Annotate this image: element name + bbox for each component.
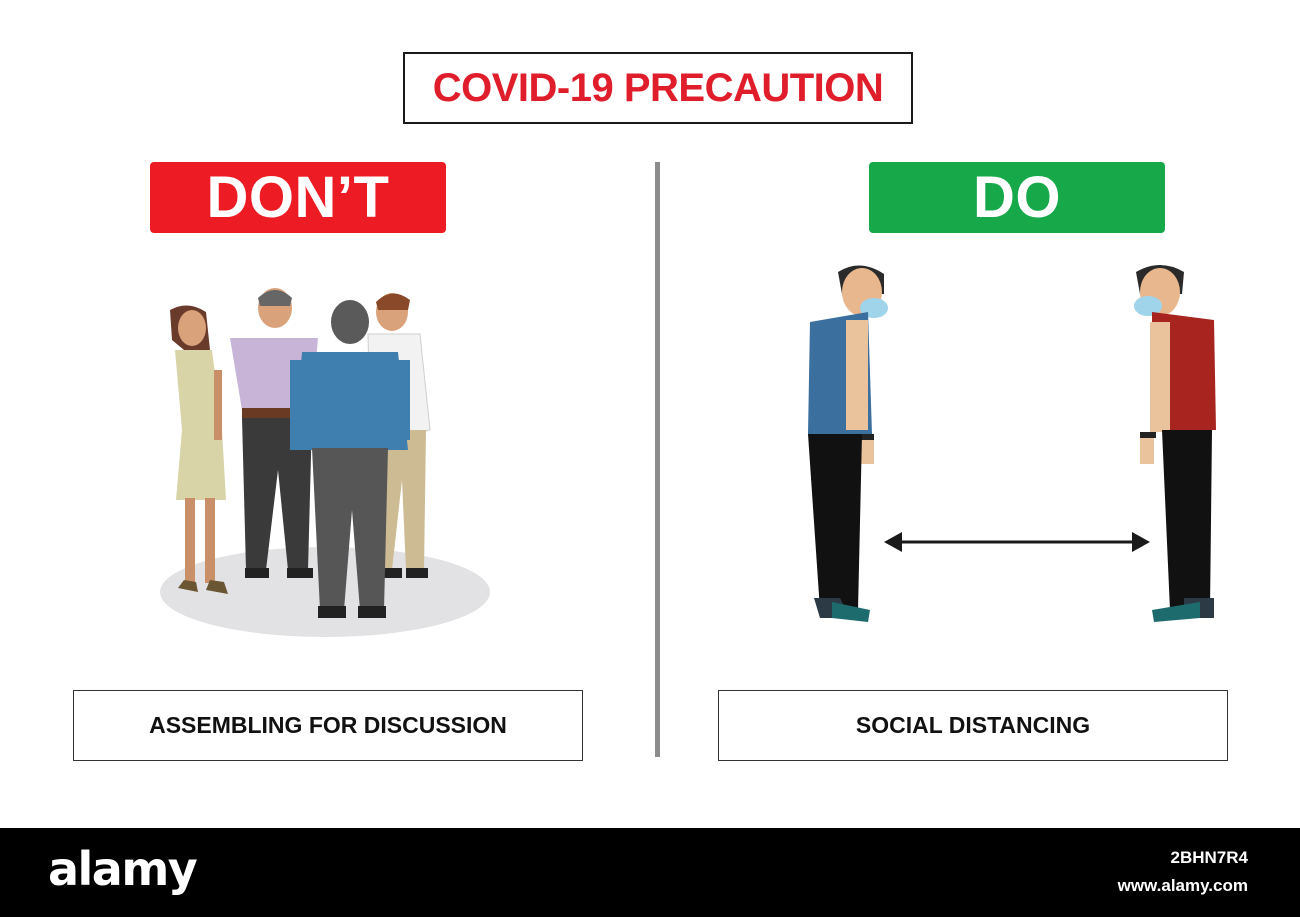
dont-label: DON’T bbox=[206, 165, 390, 230]
do-caption-box: SOCIAL DISTANCING bbox=[718, 690, 1228, 761]
do-label: DO bbox=[973, 165, 1061, 230]
social-distance-icon bbox=[808, 265, 1216, 622]
dont-badge: DON’T bbox=[150, 162, 446, 233]
image-id: 2BHN7R4 bbox=[1170, 848, 1248, 867]
people-group-icon bbox=[160, 288, 490, 637]
man-red-mask-figure bbox=[1134, 265, 1216, 622]
distance-arrow-icon bbox=[884, 532, 1150, 552]
dont-caption-box: ASSEMBLING FOR DISCUSSION bbox=[73, 690, 583, 761]
poster-title: COVID-19 PRECAUTION bbox=[432, 65, 884, 110]
man-blue-figure bbox=[290, 300, 410, 618]
alamy-logo: alamy bbox=[48, 842, 198, 896]
dont-caption: ASSEMBLING FOR DISCUSSION bbox=[149, 712, 507, 738]
footer-bar: alamy 2BHN7R4 www.alamy.com bbox=[0, 828, 1300, 917]
do-badge: DO bbox=[869, 162, 1165, 233]
do-caption: SOCIAL DISTANCING bbox=[855, 712, 1091, 738]
man-blue-mask-figure bbox=[808, 265, 888, 622]
center-divider bbox=[655, 162, 660, 757]
woman-figure bbox=[170, 305, 228, 594]
title-box: COVID-19 PRECAUTION bbox=[403, 52, 913, 124]
footer-url: www.alamy.com bbox=[1117, 876, 1248, 895]
